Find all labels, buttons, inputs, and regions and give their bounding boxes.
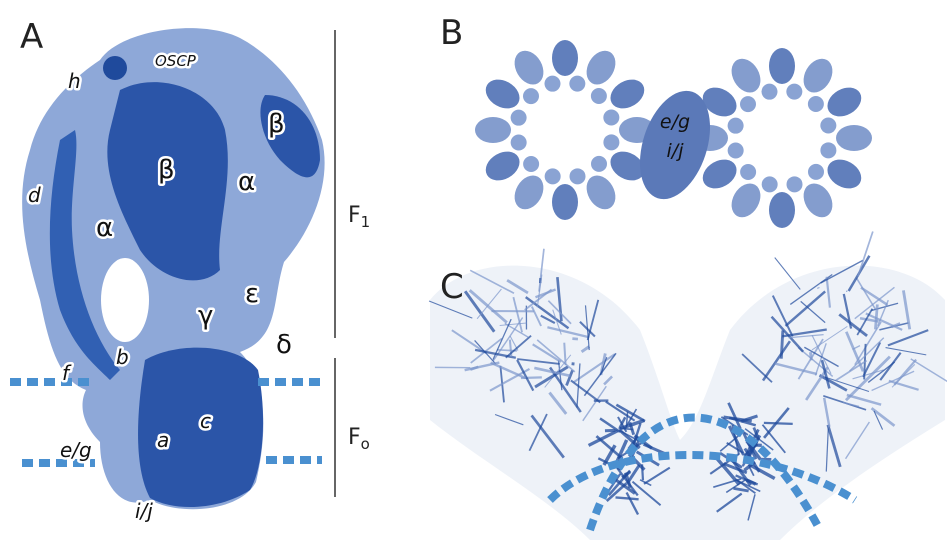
part-label: b	[116, 345, 129, 369]
subunit	[544, 76, 560, 92]
part-label: i/j	[667, 140, 685, 162]
h-density	[103, 56, 127, 80]
fo-sub: o	[361, 435, 370, 453]
part-label: a	[157, 428, 169, 452]
f1-label: F1	[348, 203, 370, 231]
subunit	[728, 118, 744, 134]
f1-sub: 1	[361, 213, 371, 231]
subunit	[523, 156, 539, 172]
part-label: δ	[276, 330, 292, 360]
subunit	[481, 74, 525, 115]
subunit	[762, 176, 778, 192]
panel-a: A OSCP h β β α d α ε γ δ f b c a e/g i/j…	[10, 17, 370, 523]
part-label: e/g	[60, 438, 92, 462]
part-label: e/g	[660, 111, 690, 133]
part-label: γ	[198, 301, 213, 331]
subunit	[822, 154, 866, 195]
density-strand	[810, 352, 811, 360]
subunit	[836, 125, 872, 151]
subunit	[591, 88, 607, 104]
subunit	[523, 88, 539, 104]
part-label: α	[238, 167, 255, 197]
subunit	[820, 142, 836, 158]
figure: A OSCP h β β α d α ε γ δ f b c a e/g i/j…	[0, 0, 947, 545]
subunit	[769, 48, 795, 84]
density-strand	[564, 343, 565, 365]
part-label: d	[28, 183, 41, 207]
subunit	[603, 134, 619, 150]
panel-c: C	[429, 232, 947, 540]
part-label: β	[158, 155, 175, 185]
subunit	[798, 178, 839, 222]
subunit	[698, 154, 742, 195]
part-label: β	[268, 109, 285, 139]
panel-label: B	[440, 13, 463, 53]
subunit	[728, 143, 744, 159]
subunit	[822, 82, 866, 123]
density-strand	[764, 423, 793, 424]
subunit	[769, 192, 795, 228]
subunit	[511, 135, 527, 151]
subunit	[511, 110, 527, 126]
subunit	[475, 117, 511, 143]
part-label: i/j	[135, 499, 153, 523]
subunit	[798, 54, 839, 98]
part-label: h	[68, 69, 81, 93]
membrane-shadow	[430, 266, 945, 540]
subunit	[820, 117, 836, 133]
part-label: c	[200, 409, 211, 433]
panel-label: A	[20, 17, 43, 57]
panel-b: B e/g i/j	[440, 13, 872, 228]
subunit	[509, 170, 550, 214]
part-label: α	[96, 213, 113, 243]
subunit	[726, 54, 767, 98]
subunit	[726, 178, 767, 222]
subunit	[808, 164, 824, 180]
subunit	[481, 146, 525, 187]
subunit	[552, 184, 578, 220]
subunit	[786, 84, 802, 100]
subunit	[581, 170, 622, 214]
cavity	[101, 258, 149, 342]
density-strand	[642, 464, 643, 480]
subunit	[552, 40, 578, 76]
subunit	[808, 96, 824, 112]
part-label: ε	[245, 279, 259, 309]
subunit	[581, 46, 622, 90]
subunit	[740, 96, 756, 112]
part-label: OSCP	[155, 52, 197, 70]
subunit	[509, 46, 550, 90]
subunit	[740, 164, 756, 180]
subunit	[570, 168, 586, 184]
subunit	[787, 176, 803, 192]
panel-label: C	[440, 267, 464, 307]
subunit	[569, 76, 585, 92]
fo-main: F	[348, 425, 361, 450]
subunit	[761, 84, 777, 100]
subunit	[605, 74, 649, 115]
f1-main: F	[348, 203, 361, 228]
subunit	[603, 109, 619, 125]
fo-label: Fo	[348, 425, 370, 453]
subunit	[591, 156, 607, 172]
subunit	[545, 168, 561, 184]
